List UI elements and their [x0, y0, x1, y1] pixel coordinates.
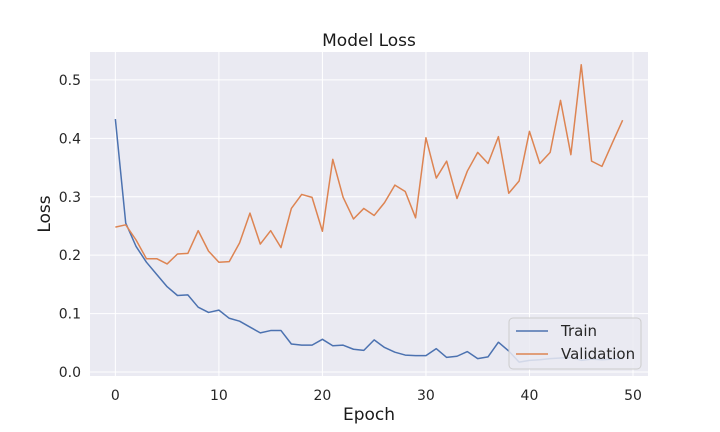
x-tick-label: 40: [521, 388, 539, 404]
x-tick-label: 50: [624, 388, 642, 404]
legend: Train Validation: [508, 317, 642, 370]
legend-label-validation: Validation: [561, 345, 635, 363]
x-tick-label: 0: [111, 388, 120, 404]
y-tick-label: 0.3: [59, 190, 81, 206]
x-tick-label: 10: [210, 388, 228, 404]
y-tick-labels: 0.0 0.1 0.2 0.3 0.4 0.5: [59, 73, 81, 381]
y-tick-label: 0.1: [59, 307, 81, 323]
chart-title: Model Loss: [322, 31, 416, 51]
series-line-validation: [115, 63, 624, 265]
y-tick-label: 0.2: [59, 248, 81, 264]
x-tick-label: 30: [417, 388, 435, 404]
x-axis-title: Epoch: [343, 405, 395, 425]
grid-lines: [90, 52, 648, 376]
y-tick-label: 0.5: [59, 73, 81, 89]
y-axis-title: Loss: [35, 195, 55, 232]
x-tick-label: 20: [313, 388, 331, 404]
y-tick-label: 0.0: [59, 365, 81, 381]
x-tick-labels: 0 10 20 30 40 50: [111, 388, 642, 404]
y-tick-label: 0.4: [59, 131, 81, 147]
legend-label-train: Train: [560, 322, 597, 340]
